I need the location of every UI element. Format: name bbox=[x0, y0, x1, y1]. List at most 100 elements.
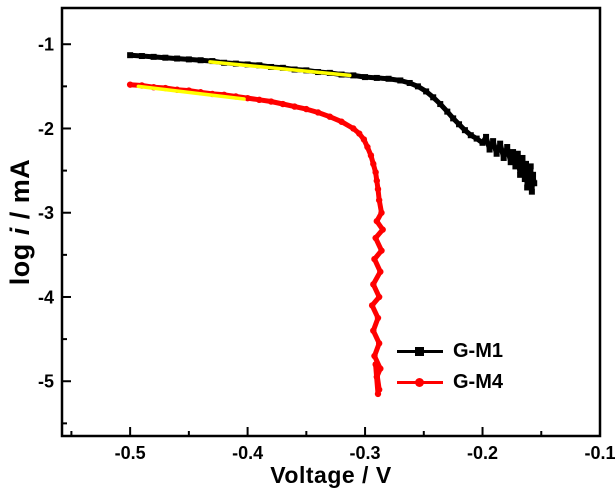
data-point-square bbox=[397, 77, 404, 84]
data-point-square bbox=[414, 83, 421, 90]
data-point-circle bbox=[372, 361, 379, 368]
data-point-circle bbox=[303, 105, 310, 113]
data-point-circle bbox=[256, 96, 263, 104]
data-point-circle bbox=[368, 302, 376, 309]
x-tick-label: -0.2 bbox=[467, 443, 498, 463]
data-point-square bbox=[456, 121, 463, 128]
data-point-circle bbox=[379, 226, 386, 233]
legend-label-gm1: G-M1 bbox=[453, 340, 503, 362]
data-point-square bbox=[521, 176, 528, 183]
x-tick-label: -0.5 bbox=[115, 443, 146, 463]
x-tick-label: -0.4 bbox=[232, 443, 263, 463]
data-point-square bbox=[512, 163, 519, 170]
legend-item-gm4: G-M4 bbox=[397, 367, 503, 398]
data-point-square bbox=[524, 184, 531, 191]
data-point-square bbox=[430, 94, 437, 101]
data-point-square bbox=[406, 79, 413, 86]
data-point-circle bbox=[279, 100, 287, 108]
data-point-circle bbox=[367, 152, 375, 159]
data-point-square bbox=[437, 101, 444, 108]
data-point-square bbox=[514, 150, 521, 157]
data-point-circle bbox=[370, 327, 377, 334]
data-point-square bbox=[385, 75, 392, 82]
data-point-circle bbox=[364, 143, 371, 151]
circle-marker-icon bbox=[415, 378, 424, 387]
data-point-circle bbox=[372, 234, 379, 242]
y-axis-label-part: / mA bbox=[5, 158, 35, 228]
data-point-square bbox=[517, 171, 524, 178]
data-point-circle bbox=[126, 81, 134, 88]
data-point-circle bbox=[375, 340, 383, 347]
plot-frame bbox=[60, 6, 602, 438]
data-point-square bbox=[127, 52, 134, 59]
data-point-circle bbox=[375, 196, 383, 204]
data-point-square bbox=[373, 74, 380, 81]
data-point-circle bbox=[338, 118, 345, 125]
y-tick-label: -5 bbox=[38, 372, 54, 392]
data-point-circle bbox=[371, 352, 378, 360]
legend-key-gm1 bbox=[397, 347, 443, 357]
data-point-square bbox=[500, 154, 507, 161]
data-point-circle bbox=[375, 293, 383, 301]
y-axis-label: log i / mA bbox=[5, 72, 39, 372]
data-point-square bbox=[467, 132, 474, 139]
data-point-square bbox=[461, 127, 468, 134]
fit-line bbox=[136, 84, 246, 101]
data-point-circle bbox=[373, 177, 381, 184]
data-point-circle bbox=[291, 103, 298, 110]
data-point-square bbox=[479, 139, 486, 146]
data-point-square bbox=[522, 160, 529, 167]
data-point-square bbox=[528, 188, 535, 195]
y-axis-label-part: log bbox=[5, 235, 35, 286]
legend-key-gm4 bbox=[397, 378, 443, 388]
legend-item-gm1: G-M1 bbox=[397, 336, 503, 367]
data-point-square bbox=[473, 135, 480, 142]
data-point-circle bbox=[371, 255, 378, 263]
data-point-square bbox=[510, 149, 517, 156]
data-point-square bbox=[504, 144, 511, 151]
data-point-circle bbox=[378, 247, 385, 254]
data-point-square bbox=[138, 53, 145, 60]
data-point-square bbox=[507, 159, 514, 166]
data-point-circle bbox=[372, 169, 379, 176]
data-point-square bbox=[174, 55, 181, 62]
data-point-circle bbox=[267, 98, 275, 105]
data-point-circle bbox=[355, 130, 363, 137]
series-curve-G-M4 bbox=[127, 82, 386, 397]
data-point-square bbox=[519, 154, 526, 161]
data-point-square bbox=[162, 54, 169, 61]
data-point-square bbox=[185, 56, 192, 63]
data-point-square bbox=[527, 163, 534, 170]
data-point-square bbox=[526, 177, 533, 184]
data-point-square bbox=[497, 140, 504, 147]
y-axis-label-italic-i: i bbox=[5, 227, 35, 236]
data-point-square bbox=[530, 171, 537, 178]
data-point-circle bbox=[377, 365, 384, 372]
x-tick-label: -0.1 bbox=[584, 443, 615, 463]
y-tick-label: -4 bbox=[38, 287, 54, 307]
data-point-circle bbox=[374, 314, 382, 322]
data-point-circle bbox=[374, 185, 382, 193]
data-point-square bbox=[362, 74, 369, 81]
data-point-square bbox=[423, 88, 430, 95]
data-point-circle bbox=[360, 136, 368, 143]
data-point-square bbox=[486, 146, 493, 153]
data-point-circle bbox=[373, 217, 381, 225]
legend: G-M1 G-M4 bbox=[397, 336, 503, 398]
data-point-circle bbox=[377, 268, 384, 275]
data-point-circle bbox=[244, 94, 251, 102]
x-tick-label: -0.3 bbox=[350, 443, 381, 463]
y-tick-label: -3 bbox=[38, 203, 54, 223]
y-tick-label: -2 bbox=[38, 119, 54, 139]
data-point-circle bbox=[370, 281, 377, 288]
fit-line bbox=[208, 60, 352, 78]
data-point-circle bbox=[314, 109, 322, 116]
y-tick-label: -1 bbox=[38, 35, 54, 55]
data-point-circle bbox=[374, 390, 382, 398]
data-point-circle bbox=[370, 160, 377, 168]
data-point-circle bbox=[373, 373, 381, 381]
data-point-square bbox=[444, 108, 451, 115]
x-axis-label: Voltage / V bbox=[270, 462, 392, 488]
